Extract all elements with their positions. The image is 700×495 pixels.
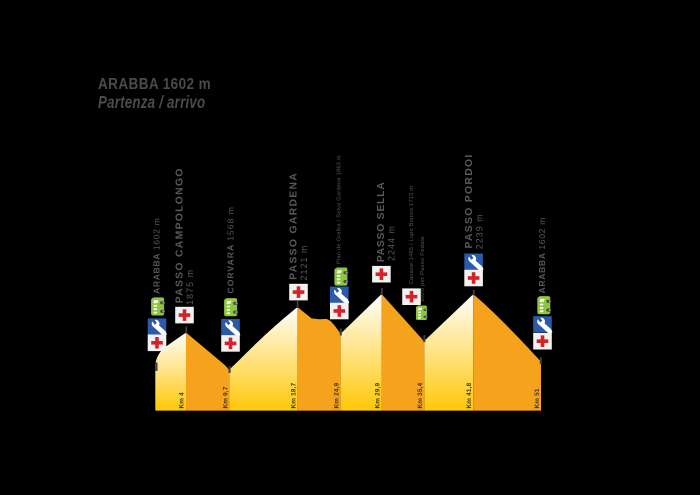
svg-text:2244 m: 2244 m <box>387 225 397 261</box>
svg-text:Plan de Gralba / Selva Gardena: Plan de Gralba / Selva Gardena 1863 m <box>336 155 342 264</box>
svg-text:Km 24,9: Km 24,9 <box>333 382 340 408</box>
svg-text:2239 m: 2239 m <box>474 213 484 249</box>
svg-text:ARABBA 1602 m: ARABBA 1602 m <box>537 217 547 293</box>
svg-text:Km 4: Km 4 <box>179 392 186 409</box>
svg-text:Partenza / arrivo: Partenza / arrivo <box>98 93 205 112</box>
svg-text:PASSO PORDOI: PASSO PORDOI <box>464 153 475 248</box>
svg-text:Bivio per Passo Fedaia: Bivio per Passo Fedaia <box>420 236 426 302</box>
svg-text:ARABBA 1602 m: ARABBA 1602 m <box>98 76 211 93</box>
svg-text:Km 9,7: Km 9,7 <box>222 386 229 408</box>
svg-text:PASSO GARDENA: PASSO GARDENA <box>289 172 300 280</box>
svg-text:PASSO CAMPOLONGO: PASSO CAMPOLONGO <box>175 167 186 303</box>
svg-text:Km 18,7: Km 18,7 <box>290 382 297 408</box>
svg-text:Km 41,8: Km 41,8 <box>466 382 473 408</box>
svg-text:PASSO SELLA: PASSO SELLA <box>376 181 387 262</box>
svg-text:Canazei 1465 / Lupo Bianco 171: Canazei 1465 / Lupo Bianco 1715 m <box>409 186 415 285</box>
svg-text:Km 35,4: Km 35,4 <box>417 382 424 408</box>
svg-text:CORVARA 1568 m: CORVARA 1568 m <box>226 206 236 293</box>
svg-text:Km 51: Km 51 <box>534 388 541 408</box>
svg-text:2121 m: 2121 m <box>299 245 309 281</box>
svg-text:1875 m: 1875 m <box>185 269 195 305</box>
svg-text:Km 29,9: Km 29,9 <box>375 382 382 408</box>
svg-text:ARABBA 1602 m: ARABBA 1602 m <box>152 218 162 294</box>
